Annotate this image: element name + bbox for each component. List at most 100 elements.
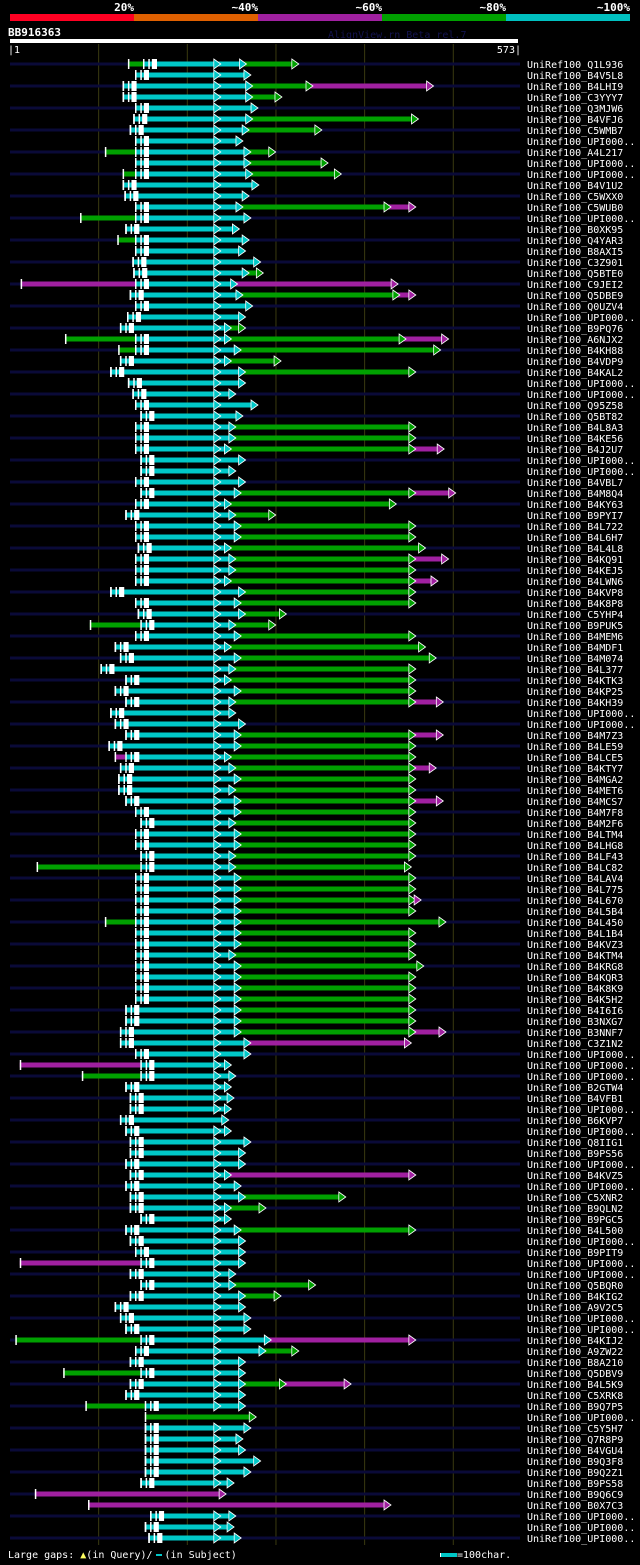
hit-row[interactable]: UniRef100_UPI000.. xyxy=(129,1104,636,1116)
hit-row[interactable]: UniRef100_UPI000.. xyxy=(10,213,635,225)
hit-label[interactable]: UniRef100_B3NNF7 xyxy=(527,1028,623,1039)
hit-row[interactable]: UniRef100_B4LTM4 xyxy=(10,829,623,841)
hit-row[interactable]: UniRef100_B4M2F6 xyxy=(140,818,623,830)
hit-label[interactable]: UniRef100_Q5DBV9 xyxy=(527,1369,623,1380)
hit-label[interactable]: UniRef100_B4L500 xyxy=(527,1226,623,1237)
hit-row[interactable]: UniRef100_A6NJX2 xyxy=(64,334,623,346)
hit-row[interactable]: UniRef100_B9PS56 xyxy=(129,1148,624,1160)
hit-label[interactable]: UniRef100_B4L670 xyxy=(527,896,623,907)
hit-row[interactable]: UniRef100_B9QLN2 xyxy=(10,1203,623,1215)
hit-row[interactable]: UniRef100_B9Q3F8 xyxy=(144,1456,624,1468)
hit-row[interactable]: UniRef100_B4KH88 xyxy=(10,345,623,357)
hit-label[interactable]: UniRef100_C5YHP4 xyxy=(527,610,623,621)
hit-label[interactable]: UniRef100_B9Q7P5 xyxy=(527,1402,623,1413)
hit-label[interactable]: UniRef100_B4KVP8 xyxy=(527,588,623,599)
hit-row[interactable]: UniRef100_B4LE59 xyxy=(10,741,623,753)
hit-row[interactable]: UniRef100_B8AXI5 xyxy=(135,246,623,258)
hit-row[interactable]: UniRef100_B4MDF1 xyxy=(114,642,624,654)
hit-label[interactable]: UniRef100_C3YYY7 xyxy=(527,93,623,104)
hit-row[interactable]: UniRef100_B4KY63 xyxy=(10,499,623,511)
hit-label[interactable]: UniRef100_B4LHG8 xyxy=(527,841,623,852)
hit-row[interactable]: UniRef100_B6KVP7 xyxy=(10,1115,623,1127)
hit-label[interactable]: UniRef100_B4L5K9 xyxy=(527,1380,623,1391)
hit-label[interactable]: UniRef100_B4MDF1 xyxy=(527,643,623,654)
hit-row[interactable]: UniRef100_B0XK95 xyxy=(125,224,623,236)
hit-label[interactable]: UniRef100_UPI000.. xyxy=(527,159,635,170)
hit-label[interactable]: UniRef100_B4K8P8 xyxy=(527,599,623,610)
hit-row[interactable]: UniRef100_B4K8K9 xyxy=(10,983,623,995)
hit-label[interactable]: UniRef100_UPI000.. xyxy=(527,137,635,148)
hit-row[interactable]: UniRef100_B3NXG7 xyxy=(125,1016,623,1028)
hit-label[interactable]: UniRef100_B9PS58 xyxy=(527,1479,623,1490)
hit-label[interactable]: UniRef100_B9PGC5 xyxy=(527,1215,623,1226)
hit-label[interactable]: UniRef100_UPI000.. xyxy=(527,390,635,401)
hit-row[interactable]: UniRef100_C5WMB7 xyxy=(10,125,623,137)
hit-label[interactable]: UniRef100_B4M8Q4 xyxy=(527,489,623,500)
hit-row[interactable]: UniRef100_Q5BT82 xyxy=(10,411,623,423)
hit-label[interactable]: UniRef100_Q5BTE0 xyxy=(527,269,623,280)
hit-row[interactable]: UniRef100_B9Q7P5 xyxy=(10,1401,623,1413)
hit-label[interactable]: UniRef100_B4M074 xyxy=(527,654,623,665)
hit-row[interactable]: UniRef100_UPI000.. xyxy=(140,466,635,478)
hit-row[interactable]: UniRef100_B4L1B4 xyxy=(135,928,623,940)
hit-label[interactable]: UniRef100_UPI000.. xyxy=(527,1259,635,1270)
hit-row[interactable]: UniRef100_UPI000.. xyxy=(144,1412,636,1424)
hit-row[interactable]: UniRef100_C5YHP4 xyxy=(10,609,623,621)
hit-label[interactable]: UniRef100_B4MEM6 xyxy=(527,632,623,643)
hit-row[interactable]: UniRef100_B4KVZ3 xyxy=(10,939,623,951)
hit-label[interactable]: UniRef100_UPI000.. xyxy=(527,1270,635,1281)
hit-row[interactable]: UniRef100_B2GTW4 xyxy=(125,1082,623,1094)
hit-row[interactable]: UniRef100_B4M074 xyxy=(10,653,623,665)
hit-label[interactable]: UniRef100_B9PYI7 xyxy=(527,511,623,522)
hit-row[interactable]: UniRef100_UPI000.. xyxy=(125,1126,635,1138)
hit-row[interactable]: UniRef100_B4L377 xyxy=(100,664,623,676)
hit-label[interactable]: UniRef100_C3Z901 xyxy=(527,258,623,269)
hit-label[interactable]: UniRef100_B9QLN2 xyxy=(527,1204,623,1215)
hit-row[interactable]: UniRef100_Q5DBE9 xyxy=(129,290,624,302)
hit-row[interactable]: UniRef100_C3Z901 xyxy=(10,257,623,269)
hit-label[interactable]: UniRef100_UPI000.. xyxy=(527,1160,635,1171)
hit-label[interactable]: UniRef100_B4LHI9 xyxy=(527,82,623,93)
hit-label[interactable]: UniRef100_UPI000.. xyxy=(527,1237,635,1248)
hit-row[interactable]: UniRef100_UPI000.. xyxy=(127,378,635,390)
hit-row[interactable]: UniRef100_UPI000.. xyxy=(10,719,635,731)
hit-row[interactable]: UniRef100_B9PQ76 xyxy=(10,323,623,335)
hit-row[interactable]: UniRef100_B8A210 xyxy=(10,1357,623,1369)
hit-row[interactable]: UniRef100_B4MET6 xyxy=(10,785,623,797)
hit-row[interactable]: UniRef100_Q1L936 xyxy=(10,59,623,71)
hit-label[interactable]: UniRef100_UPI000.. xyxy=(527,1523,635,1534)
hit-row[interactable]: UniRef100_B4KTM4 xyxy=(135,950,623,962)
hit-label[interactable]: UniRef100_B4KTM4 xyxy=(527,951,623,962)
hit-label[interactable]: UniRef100_B0X7C3 xyxy=(527,1501,623,1512)
hit-label[interactable]: UniRef100_B4V5L8 xyxy=(527,71,623,82)
hit-label[interactable]: UniRef100_B4KVZ3 xyxy=(527,940,623,951)
hit-row[interactable]: UniRef100_Q5BQR0 xyxy=(140,1280,623,1292)
hit-row[interactable]: UniRef100_UPI000.. xyxy=(10,389,635,401)
hit-row[interactable]: UniRef100_B4KVZ5 xyxy=(129,1170,624,1182)
hit-row[interactable]: UniRef100_B4I6I6 xyxy=(10,1005,623,1017)
hit-label[interactable]: UniRef100_B4M2F6 xyxy=(527,819,623,830)
hit-label[interactable]: UniRef100_B4K5H2 xyxy=(527,995,623,1006)
hit-label[interactable]: UniRef100_UPI000.. xyxy=(527,313,635,324)
hit-label[interactable]: UniRef100_B2GTW4 xyxy=(527,1083,623,1094)
hit-row[interactable]: UniRef100_B4VFB1 xyxy=(10,1093,623,1105)
hit-row[interactable]: UniRef100_B4MEM6 xyxy=(10,631,623,643)
hit-row[interactable]: UniRef100_B4MCS7 xyxy=(125,796,623,808)
hit-row[interactable]: UniRef100_B4LHG8 xyxy=(135,840,623,852)
hit-label[interactable]: UniRef100_C5Y5H7 xyxy=(527,1424,623,1435)
hit-row[interactable]: UniRef100_B4KTY7 xyxy=(10,763,623,775)
hit-label[interactable]: UniRef100_B4L1B4 xyxy=(527,929,623,940)
hit-row[interactable]: UniRef100_B4KE56 xyxy=(10,433,623,445)
hit-row[interactable]: UniRef100_B4M7F8 xyxy=(10,807,623,819)
hit-label[interactable]: UniRef100_B4LAV4 xyxy=(527,874,623,885)
hit-row[interactable]: UniRef100_B4LC82 xyxy=(36,862,624,874)
hit-row[interactable]: UniRef100_B4KTK3 xyxy=(10,675,623,687)
hit-row[interactable]: UniRef100_B4J2U7 xyxy=(135,444,623,456)
hit-row[interactable]: UniRef100_B4KAL2 xyxy=(10,367,623,379)
hit-label[interactable]: UniRef100_UPI000.. xyxy=(527,214,635,225)
hit-label[interactable]: UniRef100_B4KY63 xyxy=(527,500,623,511)
hit-row[interactable]: UniRef100_B4VBL7 xyxy=(10,477,623,489)
hit-row[interactable]: UniRef100_A4L217 xyxy=(10,147,623,159)
hit-row[interactable]: UniRef100_UPI000.. xyxy=(19,1060,636,1072)
hit-row[interactable]: UniRef100_B4KRG8 xyxy=(10,961,623,973)
